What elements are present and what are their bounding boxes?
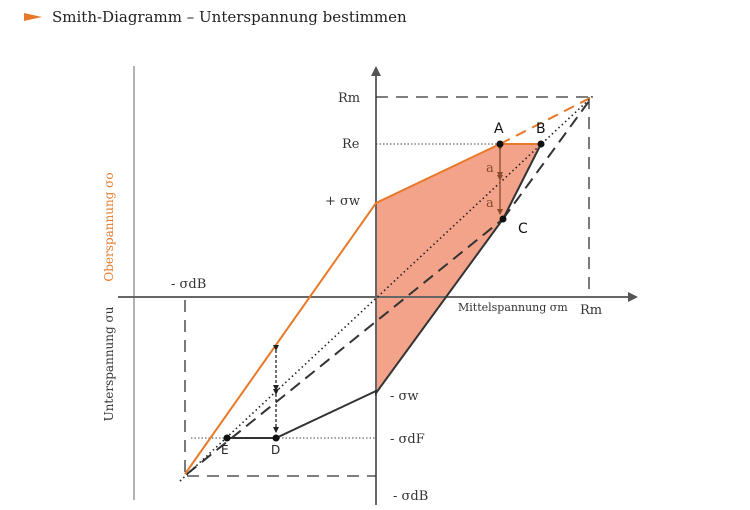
sdb-neg-y-label: - σdB	[393, 489, 428, 504]
point-d-dot	[272, 434, 280, 442]
point-a-label: A	[494, 121, 504, 137]
point-d-label: D	[271, 443, 280, 457]
lower-stress-line	[502, 143, 542, 220]
upper-diagonal-dash	[502, 96, 593, 220]
header: Smith-Diagramm – Unterspannung bestimmen	[24, 6, 407, 28]
distance-a-upper: a	[486, 161, 494, 176]
point-c-label: C	[518, 221, 528, 237]
point-a-dot	[496, 140, 504, 148]
orange-dash-extension	[499, 96, 593, 145]
upper-stress-line	[184, 143, 541, 475]
distance-a-lower: a	[486, 196, 494, 211]
point-e-dot	[223, 434, 231, 442]
lower-stress-line-c	[227, 390, 377, 439]
orange-arrow-icon	[24, 13, 42, 21]
point-b-dot	[537, 140, 545, 148]
point-e-label: E	[221, 443, 229, 457]
sdf-neg-label: - σdF	[390, 432, 425, 447]
rm-x-label: Rm	[580, 303, 602, 318]
y-axis-lower-title: Unterspannung σu	[102, 306, 116, 421]
rm-y-label: Rm	[338, 91, 360, 106]
point-b-label: B	[536, 121, 546, 137]
fatigue-region	[376, 144, 541, 393]
sdb-neg-x-label: - σdB	[171, 277, 206, 292]
sw-pos-label: + σw	[325, 194, 360, 209]
y-axis-upper-title: Oberspannung σo	[102, 172, 116, 281]
page-title: Smith-Diagramm – Unterspannung bestimmen	[52, 8, 407, 26]
point-c-dot	[499, 215, 507, 223]
re-y-label: Re	[342, 137, 360, 152]
lower-diagonal-dash	[186, 218, 504, 475]
x-axis-title: Mittelspannung σm	[458, 301, 568, 314]
sw-neg-label: - σw	[390, 389, 419, 404]
